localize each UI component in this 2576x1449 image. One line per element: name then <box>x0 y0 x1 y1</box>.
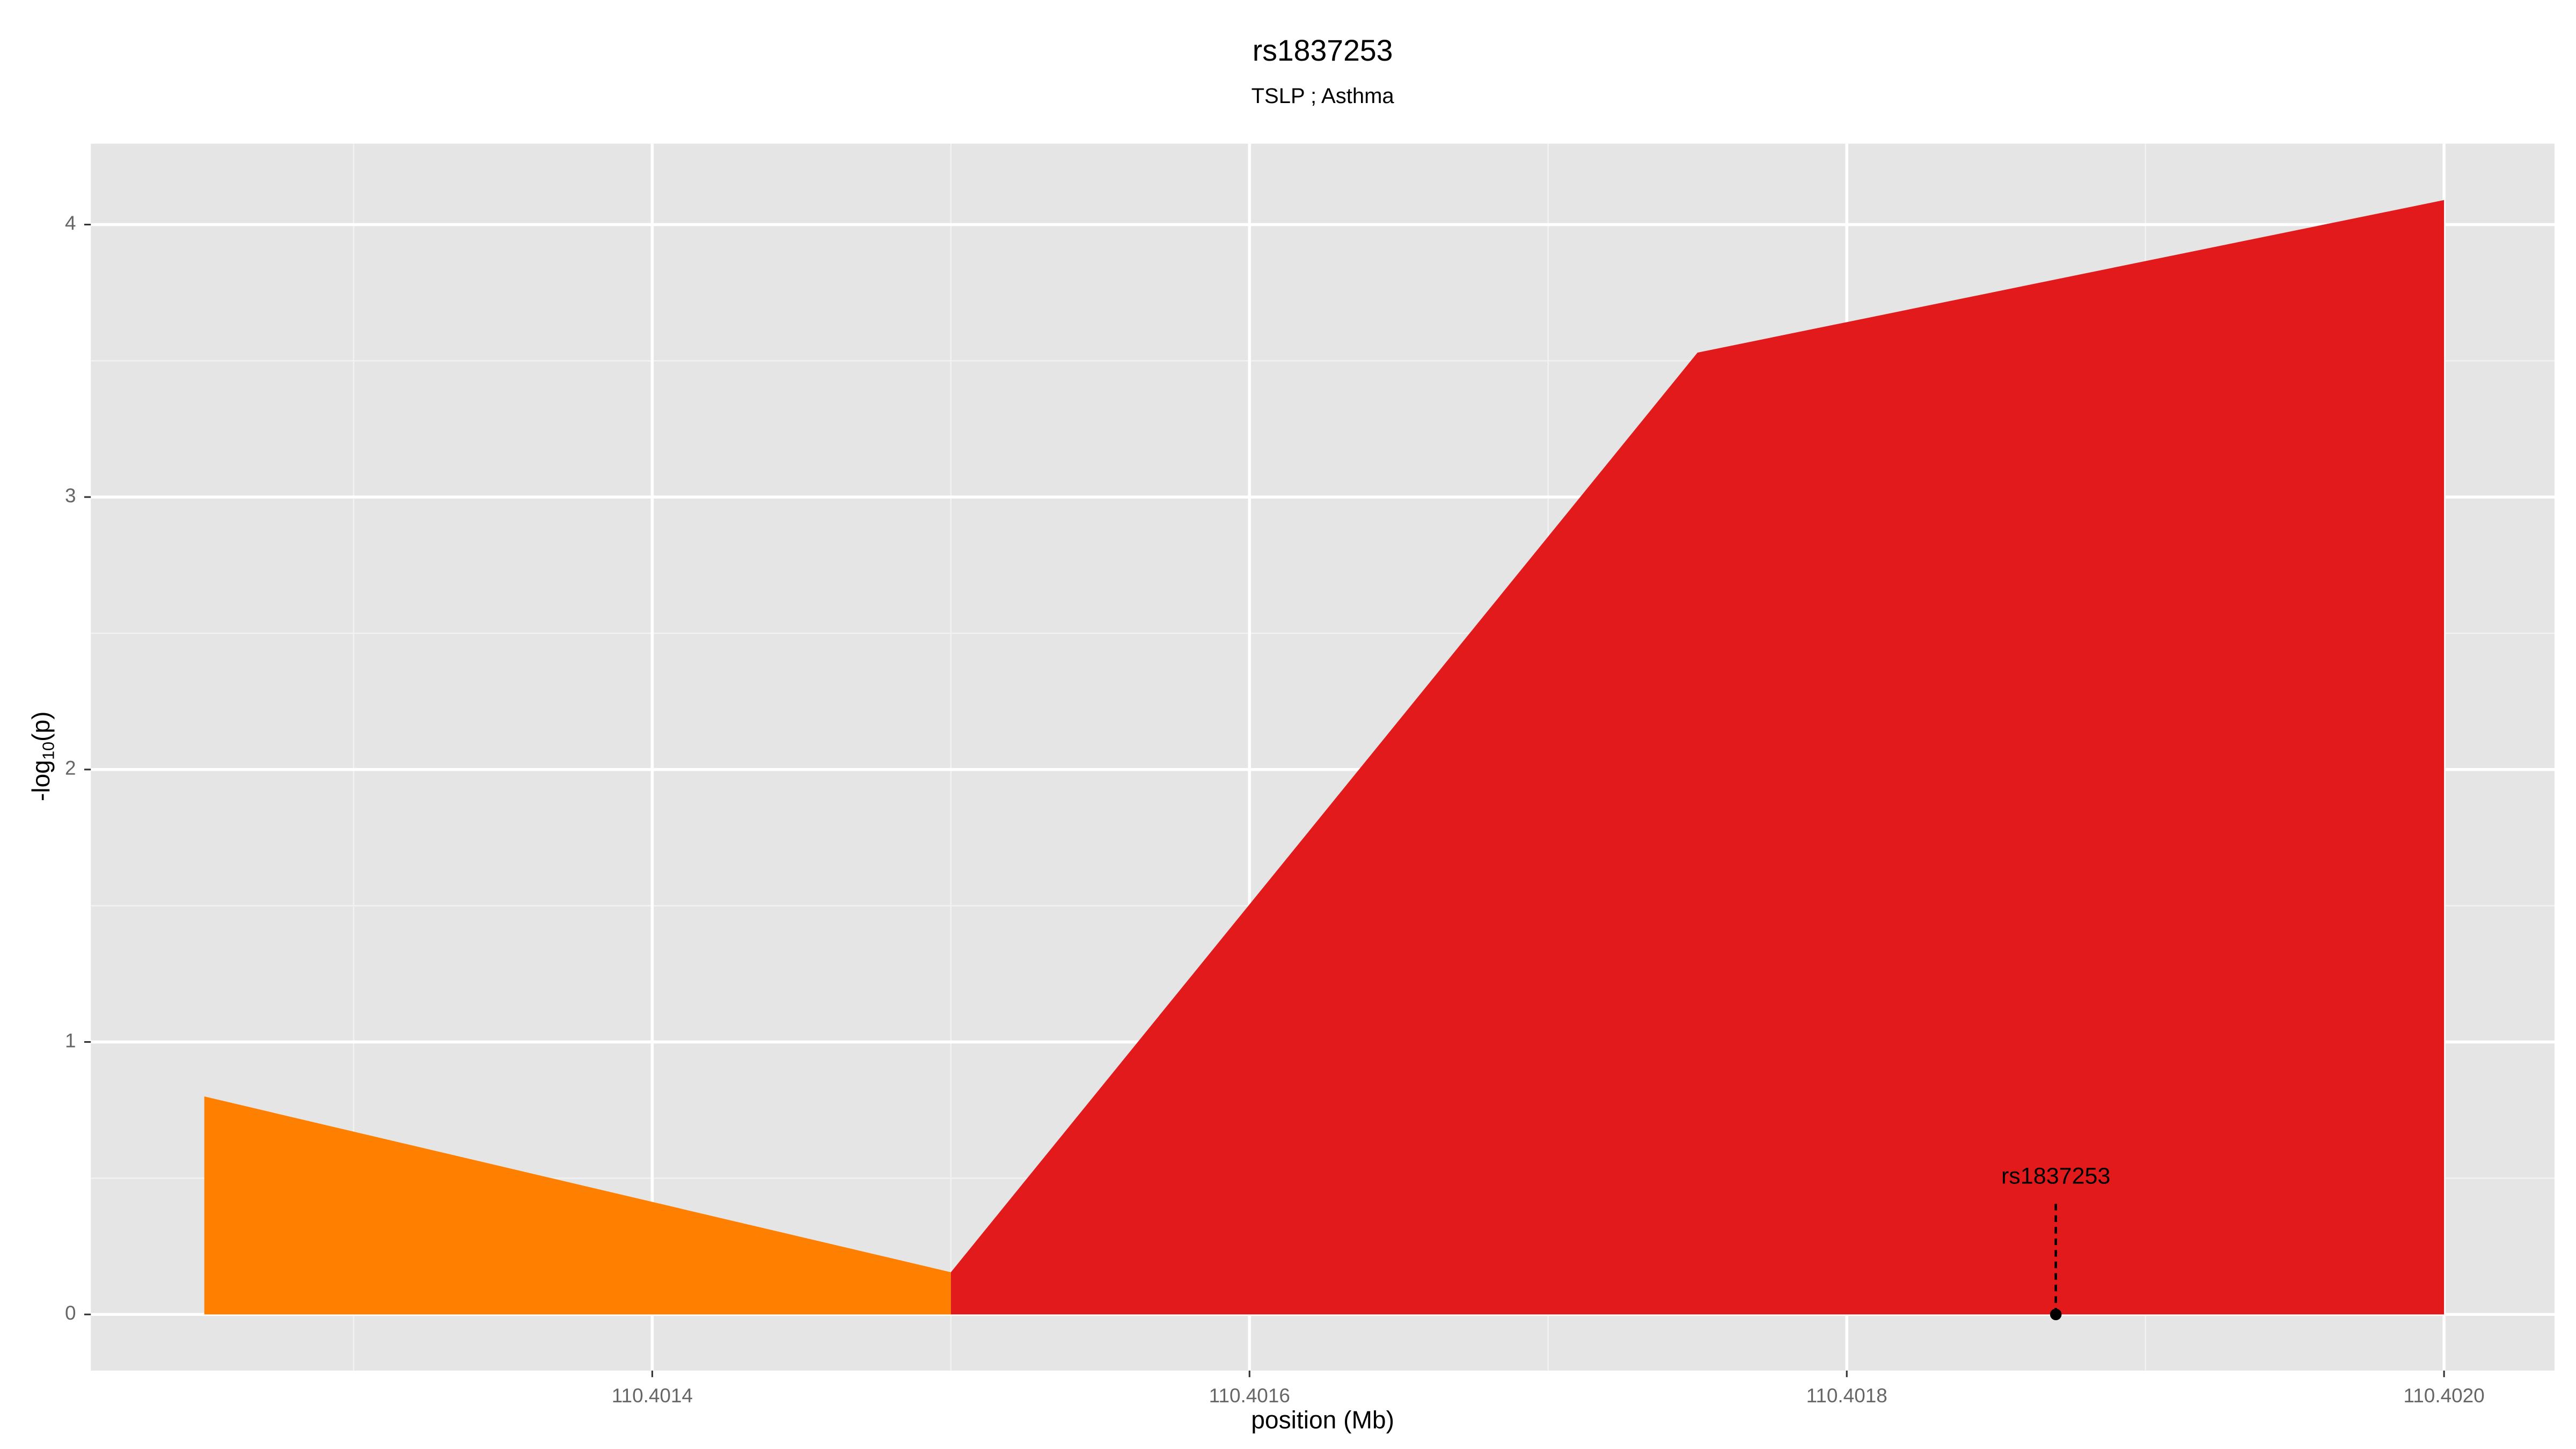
annotation-point <box>2050 1308 2062 1321</box>
x-axis-label: position (Mb) <box>1251 1406 1394 1433</box>
y-label-part: (p) <box>27 711 55 741</box>
y-tick-label: 4 <box>65 212 76 234</box>
y-label-part: -log <box>27 760 55 801</box>
annotation-label: rs1837253 <box>2001 1163 2111 1189</box>
chart-title: rs1837253 <box>1253 34 1393 67</box>
x-tick-label: 110.4018 <box>1806 1385 1887 1407</box>
area <box>950 200 2445 1315</box>
y-tick-label: 1 <box>65 1029 76 1051</box>
y-tick-label: 0 <box>65 1302 76 1324</box>
marks <box>204 200 2445 1315</box>
y-tick-label: 3 <box>65 485 76 507</box>
area <box>204 1096 951 1315</box>
y-label-sub: 10 <box>39 742 57 760</box>
x-tick-label: 110.4020 <box>2404 1385 2485 1407</box>
x-tick-label: 110.4016 <box>1209 1385 1290 1407</box>
y-tick-label: 2 <box>65 757 76 779</box>
y-axis-label: -log10(p) <box>27 711 57 801</box>
x-tick-label: 110.4014 <box>612 1385 693 1407</box>
chart-subtitle: TSLP ; Asthma <box>1252 84 1395 108</box>
